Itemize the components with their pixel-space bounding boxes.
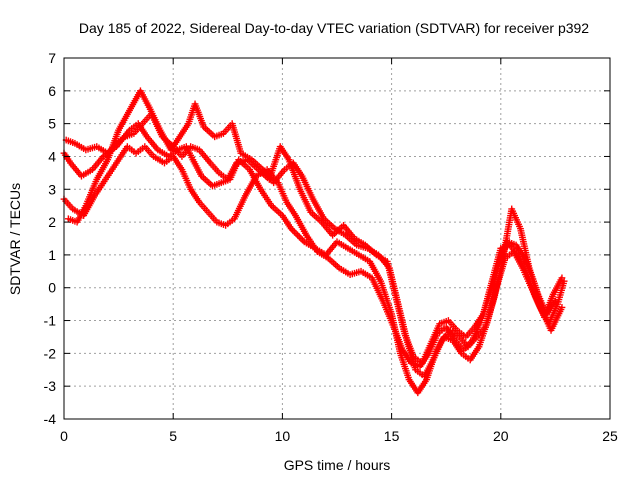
data-point-interp: [295, 233, 303, 241]
y-tick-label: -1: [44, 313, 57, 329]
y-tick-label: -3: [44, 378, 57, 394]
data-point: [558, 304, 566, 311]
y-tick-label: 2: [48, 214, 56, 230]
x-tick-label: 15: [384, 428, 400, 444]
x-tick-label: 0: [60, 428, 68, 444]
y-tick-label: -4: [44, 411, 57, 427]
y-axis-title: SDTVAR / TECUs: [7, 183, 23, 295]
data-point-interp: [291, 228, 298, 236]
y-tick-label: 7: [48, 50, 56, 66]
data-point-interp: [294, 231, 302, 239]
x-tick-label: 20: [493, 428, 509, 444]
series-track-d: [62, 110, 566, 367]
y-tick-label: 4: [48, 148, 56, 164]
data-point: [558, 274, 566, 282]
series-track-b: [60, 143, 566, 370]
data-point-interp: [292, 230, 300, 237]
x-axis-tick-labels: 0 5 10 15 20 25: [60, 428, 618, 444]
x-axis-title: GPS time / hours: [284, 457, 391, 473]
y-tick-label: 6: [48, 83, 56, 99]
data-marks: [60, 87, 568, 397]
x-tick-label: 5: [169, 428, 177, 444]
x-tick-label: 10: [275, 428, 291, 444]
chart-title: Day 185 of 2022, Sidereal Day-to-day VTE…: [79, 20, 589, 36]
x-tick-label: 25: [602, 428, 618, 444]
data-point-interp: [297, 235, 305, 242]
y-tick-label: 3: [48, 181, 56, 197]
y-tick-label: 1: [48, 247, 56, 263]
y-axis-tick-labels: -4 -3 -2 -1 0 1 2 3 4 5 6 7: [44, 50, 57, 427]
plot-frame: [63, 57, 611, 420]
y-tick-label: -2: [44, 345, 57, 361]
y-tick-label: 5: [48, 116, 56, 132]
axis-ticks: [63, 57, 611, 420]
y-tick-label: 0: [48, 280, 56, 296]
series-track-a: [60, 120, 568, 397]
